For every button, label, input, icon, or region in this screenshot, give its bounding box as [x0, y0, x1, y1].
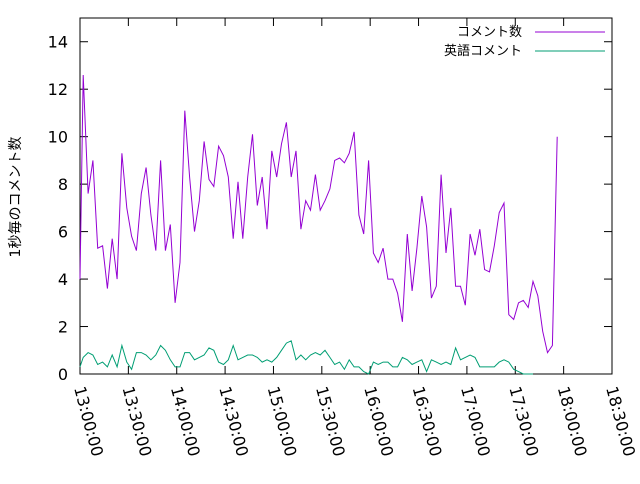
- y-tick-label: 8: [58, 175, 68, 194]
- x-tick-label: 14:30:00: [215, 384, 252, 458]
- x-tick-label: 13:00:00: [70, 384, 107, 458]
- y-tick-label: 4: [58, 270, 68, 289]
- y-tick-label: 0: [58, 365, 68, 384]
- series-line-1: [79, 340, 533, 375]
- x-tick-label: 14:00:00: [167, 384, 204, 458]
- x-tick-label: 16:30:00: [409, 384, 446, 458]
- legend: コメント数 英語コメント: [444, 25, 605, 59]
- plot-frame: [79, 17, 613, 375]
- x-tick-label: 15:00:00: [264, 384, 301, 458]
- y-tick-label: 2: [58, 318, 68, 337]
- x-tick-label: 17:00:00: [457, 384, 494, 458]
- y-tick-label: 14: [48, 33, 68, 52]
- y-tick-label: 10: [48, 128, 68, 147]
- x-tick-label: 16:00:00: [360, 384, 397, 458]
- y-axis: 0 2 4 6 8 10 12 14: [48, 33, 612, 384]
- x-axis: 13:00:00 13:30:00 14:00:00 14:30:00 15:00:00…: [70, 18, 639, 458]
- x-tick-label: 17:30:00: [505, 384, 542, 458]
- x-tick-label: 18:30:00: [602, 384, 639, 458]
- x-tick-label: 13:30:00: [118, 384, 155, 458]
- y-axis-label: 1秒毎のコメント数: [8, 137, 24, 258]
- y-tick-label: 12: [48, 80, 68, 99]
- legend-label-series-1: 英語コメント: [444, 43, 522, 59]
- y-tick-label: 6: [58, 223, 68, 242]
- series-line-0: [79, 74, 558, 354]
- x-tick-label: 18:00:00: [554, 384, 591, 458]
- series-layer: [79, 74, 558, 375]
- x-tick-label: 15:30:00: [312, 384, 349, 458]
- legend-label-series-0: コメント数: [457, 25, 522, 40]
